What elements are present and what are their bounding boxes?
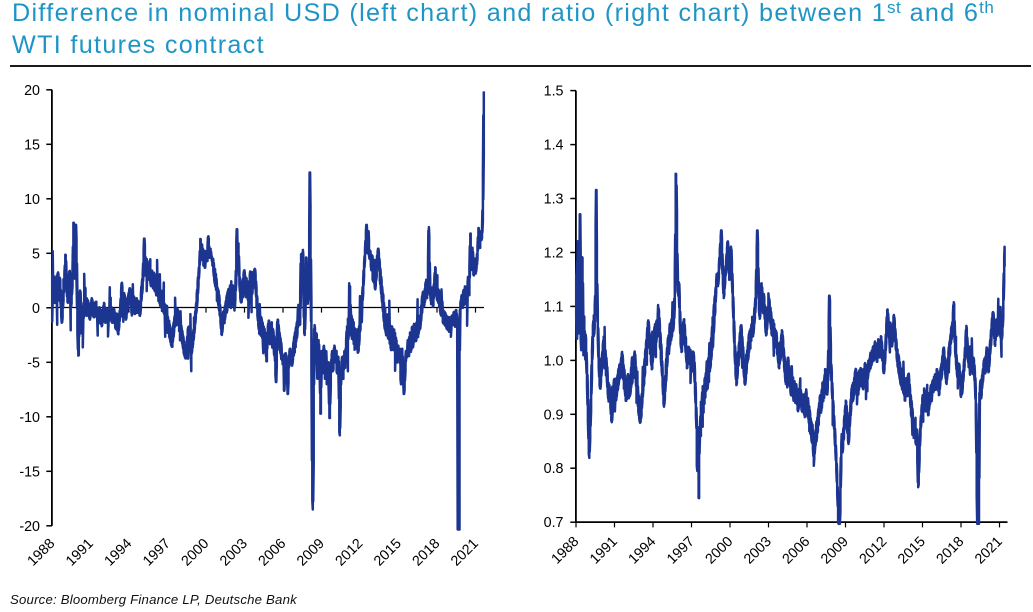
svg-text:2000: 2000	[179, 536, 213, 570]
svg-text:2012: 2012	[857, 534, 891, 568]
svg-text:5: 5	[32, 246, 40, 262]
svg-text:-5: -5	[27, 355, 40, 371]
svg-text:1988: 1988	[549, 534, 583, 568]
svg-text:1.5: 1.5	[544, 84, 564, 100]
svg-text:2018: 2018	[934, 534, 968, 568]
svg-text:1997: 1997	[140, 536, 174, 570]
svg-text:1991: 1991	[587, 534, 621, 568]
svg-text:2000: 2000	[703, 534, 737, 568]
svg-text:0: 0	[32, 301, 40, 317]
svg-text:1991: 1991	[63, 536, 97, 570]
svg-text:-10: -10	[19, 410, 40, 426]
svg-text:0.9: 0.9	[544, 407, 564, 423]
svg-text:-20: -20	[19, 519, 40, 535]
svg-text:1994: 1994	[626, 534, 660, 568]
svg-text:1.1: 1.1	[544, 299, 564, 315]
svg-text:2021: 2021	[972, 534, 1006, 568]
svg-text:-15: -15	[19, 464, 40, 480]
svg-text:1.0: 1.0	[544, 353, 564, 369]
svg-text:1994: 1994	[102, 536, 136, 570]
svg-text:2021: 2021	[448, 536, 482, 570]
svg-text:2009: 2009	[818, 534, 852, 568]
svg-text:0.8: 0.8	[544, 461, 564, 477]
svg-text:2006: 2006	[780, 534, 814, 568]
svg-text:2006: 2006	[256, 536, 290, 570]
svg-text:2012: 2012	[333, 536, 367, 570]
svg-text:15: 15	[24, 137, 40, 153]
svg-text:2003: 2003	[217, 536, 251, 570]
svg-text:2015: 2015	[895, 534, 929, 568]
svg-text:20: 20	[24, 83, 40, 99]
svg-text:0.7: 0.7	[544, 515, 564, 531]
svg-text:1.3: 1.3	[544, 192, 564, 208]
svg-text:1.4: 1.4	[544, 138, 564, 154]
svg-text:10: 10	[24, 192, 40, 208]
svg-text:2003: 2003	[741, 534, 775, 568]
svg-text:2018: 2018	[410, 536, 444, 570]
svg-text:1997: 1997	[664, 534, 698, 568]
svg-text:2009: 2009	[294, 536, 328, 570]
svg-text:1.2: 1.2	[544, 246, 564, 262]
svg-text:1988: 1988	[25, 536, 59, 570]
svg-text:2015: 2015	[371, 536, 405, 570]
